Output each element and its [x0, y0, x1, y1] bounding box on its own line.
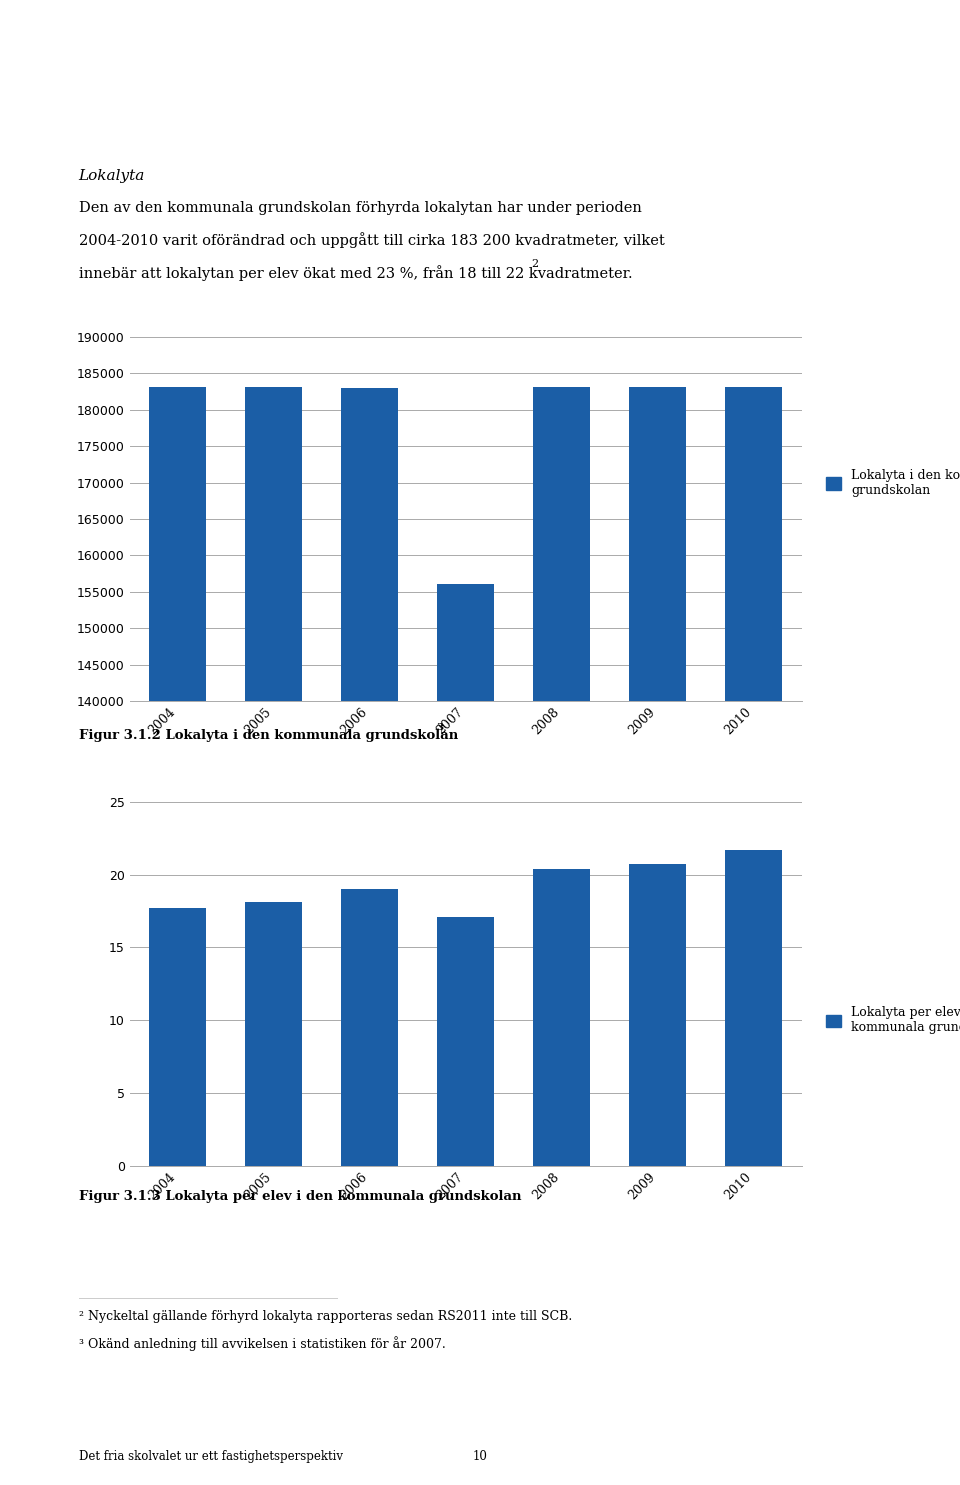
Text: innebär att lokalytan per elev ökat med 23 %, från 18 till 22 kvadratmeter.: innebär att lokalytan per elev ökat med … — [79, 264, 633, 281]
Bar — [149, 909, 206, 1166]
Bar — [437, 585, 494, 1485]
Text: ³ Okänd anledning till avvikelsen i statistiken för år 2007.: ³ Okänd anledning till avvikelsen i stat… — [79, 1336, 445, 1351]
Bar — [629, 388, 686, 1485]
Text: Lokalyta: Lokalyta — [79, 169, 145, 183]
Bar — [725, 849, 782, 1166]
Legend: Lokalyta i den kommunala
grundskolan: Lokalyta i den kommunala grundskolan — [822, 463, 960, 502]
Bar — [533, 869, 590, 1166]
Text: Figur 3.1.2 Lokalyta i den kommunala grundskolan: Figur 3.1.2 Lokalyta i den kommunala gru… — [79, 729, 458, 742]
Text: Det fria skolvalet ur ett fastighetsperspektiv: Det fria skolvalet ur ett fastighetspers… — [79, 1449, 343, 1463]
Bar — [629, 864, 686, 1166]
Text: 3: 3 — [436, 723, 443, 732]
Text: Figur 3.1.3 Lokalyta per elev i den kommunala grundskolan: Figur 3.1.3 Lokalyta per elev i den komm… — [79, 1189, 521, 1203]
Bar — [149, 386, 206, 1485]
Text: Den av den kommunala grundskolan förhyrda lokalytan har under perioden: Den av den kommunala grundskolan förhyrd… — [79, 202, 641, 215]
Text: 2: 2 — [531, 258, 538, 269]
Bar — [725, 386, 782, 1485]
Text: ² Nyckeltal gällande förhyrd lokalyta rapporteras sedan RS2011 inte till SCB.: ² Nyckeltal gällande förhyrd lokalyta ra… — [79, 1310, 572, 1323]
Text: 10: 10 — [472, 1449, 488, 1463]
Bar — [533, 386, 590, 1485]
Bar — [245, 388, 302, 1485]
Bar — [437, 916, 494, 1166]
Bar — [341, 890, 398, 1166]
Text: 2004-2010 varit oförändrad och uppgått till cirka 183 200 kvadratmeter, vilket: 2004-2010 varit oförändrad och uppgått t… — [79, 232, 664, 248]
Bar — [341, 388, 398, 1485]
Bar — [245, 903, 302, 1166]
Legend: Lokalyta per elev i den
kommunala grundskolan: Lokalyta per elev i den kommunala grunds… — [822, 1001, 960, 1040]
